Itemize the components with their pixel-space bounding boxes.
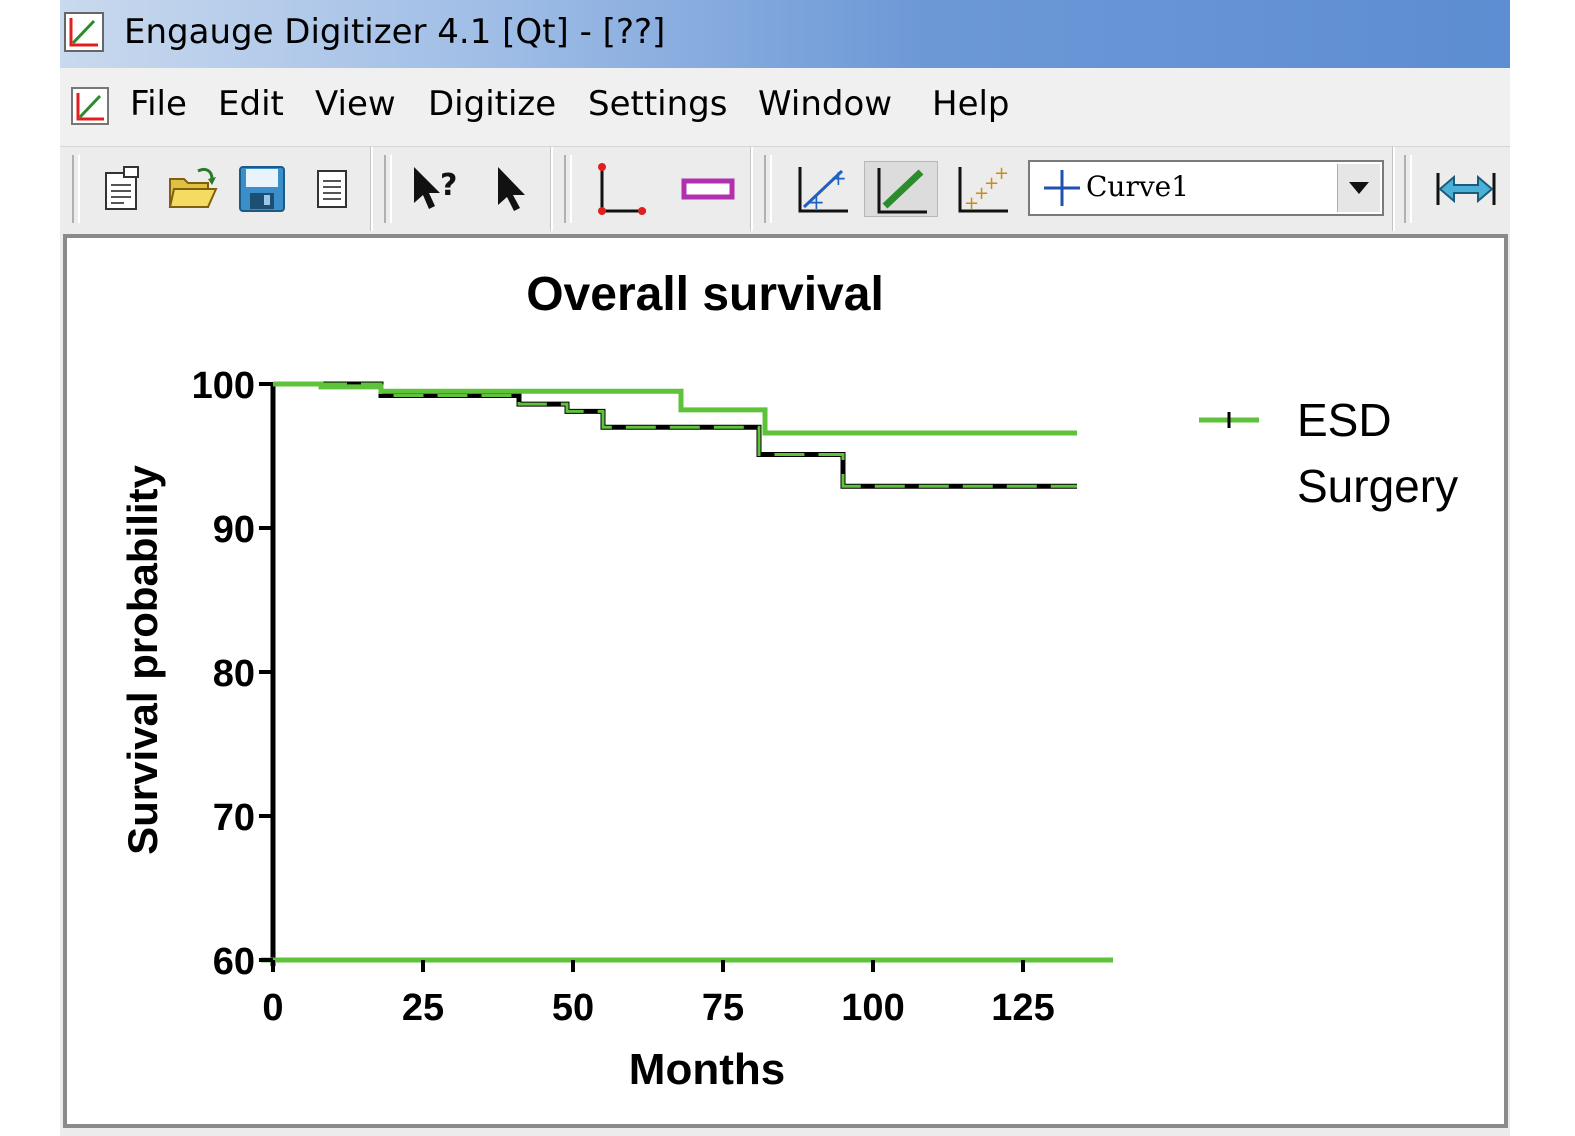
menu-help[interactable]: Help (932, 84, 1010, 124)
y-tick-label: 60 (213, 941, 255, 983)
x-tick-label: 75 (702, 987, 744, 1029)
x-tick-label: 25 (402, 987, 444, 1029)
title-bar: Engauge Digitizer 4.1 [Qt] - [??] (60, 0, 1510, 69)
curve-select[interactable]: Curve1 (1028, 160, 1384, 216)
series-layer (273, 381, 1077, 489)
x-tick-label: 100 (841, 987, 904, 1029)
curve-point-icon[interactable]: + + (794, 161, 850, 217)
menu-settings[interactable]: Settings (588, 84, 728, 124)
print-preview-icon[interactable] (304, 161, 360, 217)
svg-text:+: + (984, 173, 999, 194)
menu-file[interactable]: File (130, 84, 187, 124)
svg-text:+: + (830, 166, 847, 190)
engauge-app-icon (64, 12, 104, 52)
curve-plus-icon (1044, 170, 1080, 206)
menu-view[interactable]: View (315, 84, 396, 124)
segment-fill-icon[interactable] (864, 161, 938, 217)
whats-this-icon[interactable]: ? (408, 161, 464, 217)
svg-text:+: + (974, 183, 989, 204)
toolbar-grip[interactable] (1404, 155, 1412, 223)
series-overlay-esd (273, 382, 1077, 488)
axis-point-icon[interactable] (590, 161, 648, 217)
y-tick-label: 70 (213, 797, 255, 839)
digitizer-canvas[interactable]: Overall survival Survival probability Mo… (63, 234, 1508, 1128)
x-tick-label: 50 (552, 987, 594, 1029)
measure-distance-icon[interactable] (1434, 161, 1498, 217)
legend-label-surgery: Surgery (1297, 460, 1458, 512)
toolbar-grip[interactable] (564, 155, 572, 223)
x-tick-label: 0 (262, 987, 283, 1029)
menu-window[interactable]: Window (758, 84, 893, 124)
toolbar-separator (750, 147, 753, 231)
menu-bar: File Edit View Digitize Settings Window … (60, 68, 1510, 147)
toolbar: ? (60, 147, 1510, 231)
legend: ESD Surgery (1199, 394, 1458, 512)
save-icon[interactable] (234, 161, 290, 217)
y-tick-label: 100 (192, 365, 255, 407)
toolbar-separator (370, 147, 373, 231)
x-tick-label: 125 (991, 987, 1054, 1029)
menu-digitize[interactable]: Digitize (428, 84, 557, 124)
curve-select-value: Curve1 (1086, 170, 1190, 203)
y-tick-label: 90 (213, 509, 255, 551)
x-axis-label: Months (629, 1045, 785, 1094)
series-line-surgery (273, 381, 1077, 436)
select-pointer-icon[interactable] (484, 161, 540, 217)
open-folder-icon[interactable] (164, 161, 220, 217)
y-tick-label: 80 (213, 653, 255, 695)
axes: 60 70 80 90 100 0 25 50 75 100 125 (192, 365, 1113, 1029)
chart-title: Overall survival (526, 268, 884, 321)
document-icon[interactable] (70, 86, 110, 126)
new-document-icon[interactable] (94, 161, 150, 217)
y-axis-label: Survival probability (119, 464, 166, 854)
point-match-icon[interactable]: + + + + (954, 161, 1010, 217)
chevron-down-icon[interactable] (1337, 164, 1380, 212)
toolbar-separator (550, 147, 553, 231)
svg-text:+: + (994, 163, 1009, 184)
menu-edit[interactable]: Edit (218, 84, 284, 124)
toolbar-separator (1392, 147, 1395, 231)
survival-chart: Overall survival Survival probability Mo… (119, 268, 1458, 1094)
svg-text:+: + (808, 190, 825, 214)
svg-text:?: ? (440, 168, 457, 203)
toolbar-grip[interactable] (764, 155, 772, 223)
toolbar-grip[interactable] (384, 155, 392, 223)
svg-text:+: + (964, 193, 979, 214)
legend-label-esd: ESD (1297, 394, 1392, 446)
scale-bar-icon[interactable] (680, 161, 736, 217)
engauge-window: Engauge Digitizer 4.1 [Qt] - [??] File E… (60, 0, 1510, 1136)
toolbar-grip[interactable] (72, 155, 80, 223)
window-title: Engauge Digitizer 4.1 [Qt] - [??] (124, 12, 666, 52)
